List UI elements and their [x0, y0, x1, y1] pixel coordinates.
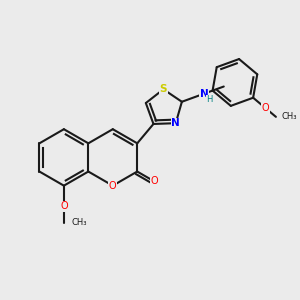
Text: O: O	[262, 103, 269, 113]
Text: N: N	[171, 118, 180, 128]
Text: O: O	[150, 176, 158, 186]
Text: O: O	[60, 202, 68, 212]
Text: O: O	[109, 181, 117, 191]
Text: S: S	[160, 84, 167, 94]
Text: CH₃: CH₃	[282, 112, 297, 121]
Text: N: N	[200, 89, 209, 99]
Text: H: H	[206, 95, 212, 104]
Text: CH₃: CH₃	[71, 218, 87, 227]
